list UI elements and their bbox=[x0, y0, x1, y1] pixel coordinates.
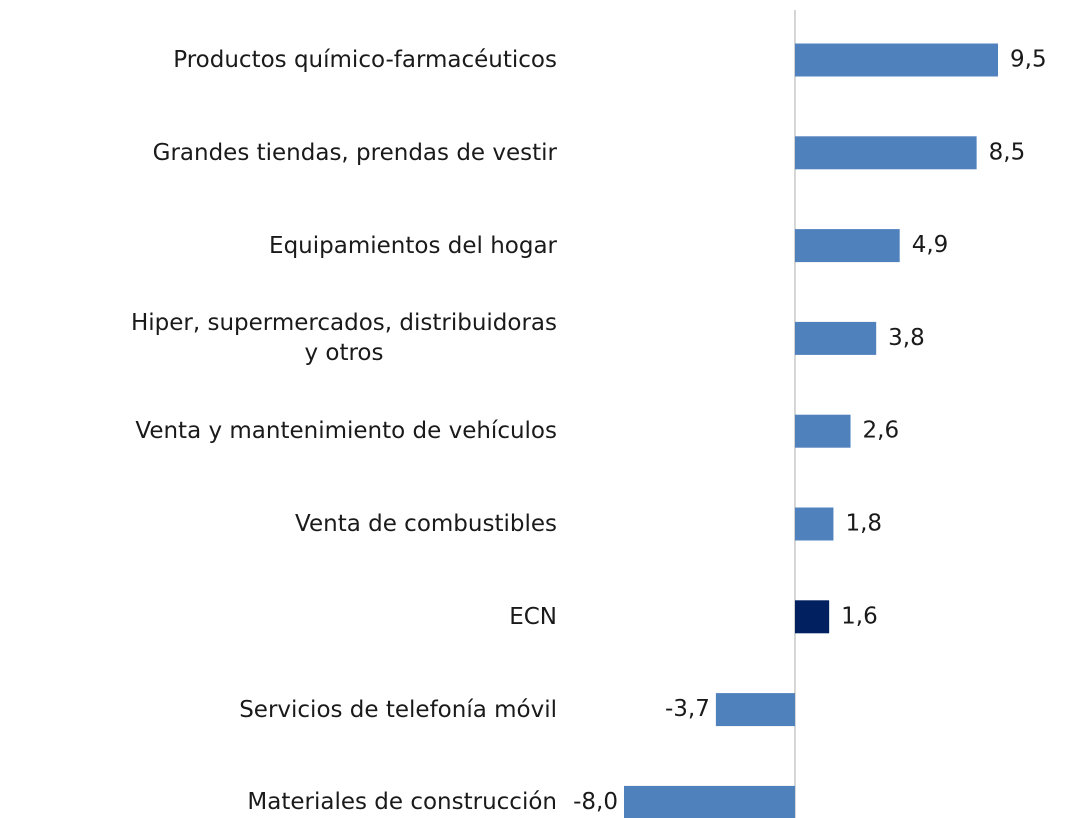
value-label: 3,8 bbox=[888, 325, 925, 351]
bar bbox=[794, 136, 977, 170]
category-label: Grandes tiendas, prendas de vestir bbox=[152, 139, 557, 166]
category-label: Venta y mantenimiento de vehículos bbox=[135, 418, 557, 445]
bar bbox=[794, 414, 851, 448]
category-label: Servicios de telefonía móvil bbox=[239, 696, 557, 723]
value-label: -3,7 bbox=[665, 696, 710, 722]
bar bbox=[794, 229, 900, 263]
value-label: 1,8 bbox=[845, 511, 882, 537]
category-label: Materiales de construcción bbox=[247, 789, 557, 816]
category-label: ECN bbox=[509, 603, 557, 630]
category-label: Hiper, supermercados, distribuidoras y o… bbox=[130, 310, 557, 367]
value-label: 4,9 bbox=[912, 232, 949, 258]
category-label: Venta de combustibles bbox=[295, 511, 557, 537]
bar bbox=[794, 600, 830, 634]
value-label: 9,5 bbox=[1010, 47, 1047, 73]
value-label: -8,0 bbox=[573, 789, 618, 815]
bar bbox=[794, 321, 877, 355]
value-label: 1,6 bbox=[841, 603, 878, 629]
value-label: 2,6 bbox=[863, 418, 900, 444]
bar bbox=[794, 43, 998, 77]
bar bbox=[794, 507, 834, 541]
category-label: Productos químico-farmacéuticos bbox=[173, 47, 557, 73]
bar bbox=[624, 785, 795, 818]
bar bbox=[715, 693, 795, 727]
value-label: 8,5 bbox=[989, 139, 1026, 165]
category-label: Equipamientos del hogar bbox=[269, 232, 557, 259]
